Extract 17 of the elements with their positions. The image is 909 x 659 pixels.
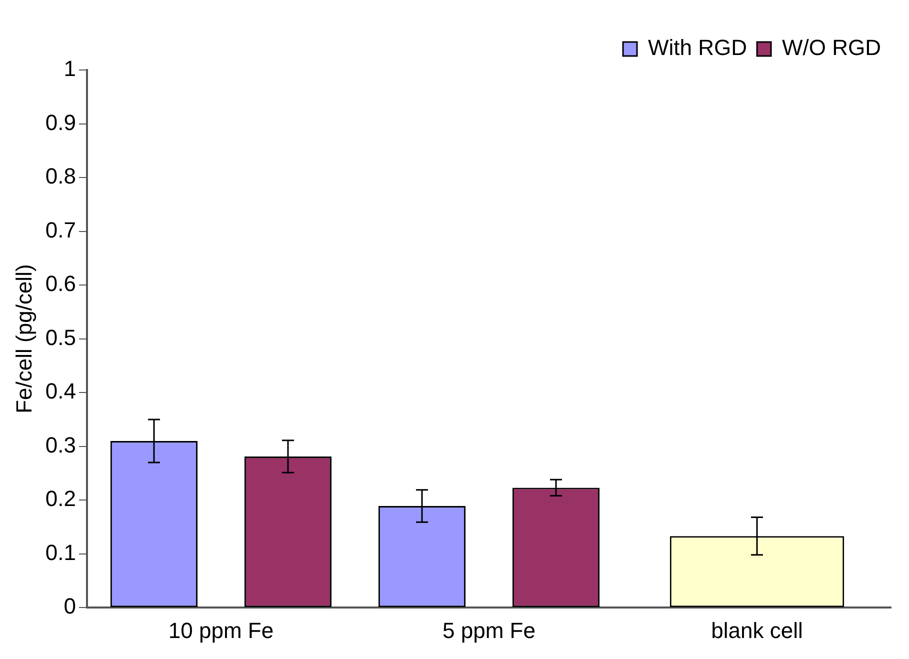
y-tick-label: 0.1 [45, 540, 76, 565]
x-tick-label: 10 ppm Fe [168, 618, 274, 643]
x-tick-label: blank cell [711, 618, 803, 643]
y-tick-label: 0.7 [45, 217, 76, 242]
y-tick-label: 0.4 [45, 378, 76, 404]
y-axis-title: Fe/cell (pg/cell) [11, 264, 36, 414]
y-tick-label: 0.8 [45, 164, 76, 189]
y-tick-label: 0.6 [45, 271, 76, 296]
y-tick-label: 0.3 [45, 432, 76, 458]
y-tick-label: 0 [64, 594, 76, 619]
y-tick-label: 0.9 [45, 110, 76, 135]
y-tick-label: 0.2 [45, 486, 76, 512]
legend-label: With RGD [648, 35, 748, 60]
y-tick-label: 1 [64, 56, 76, 82]
x-tick-label: 5 ppm Fe [442, 618, 536, 643]
y-tick-label: 0.5 [45, 324, 76, 350]
legend-label: W/O RGD [782, 35, 882, 60]
